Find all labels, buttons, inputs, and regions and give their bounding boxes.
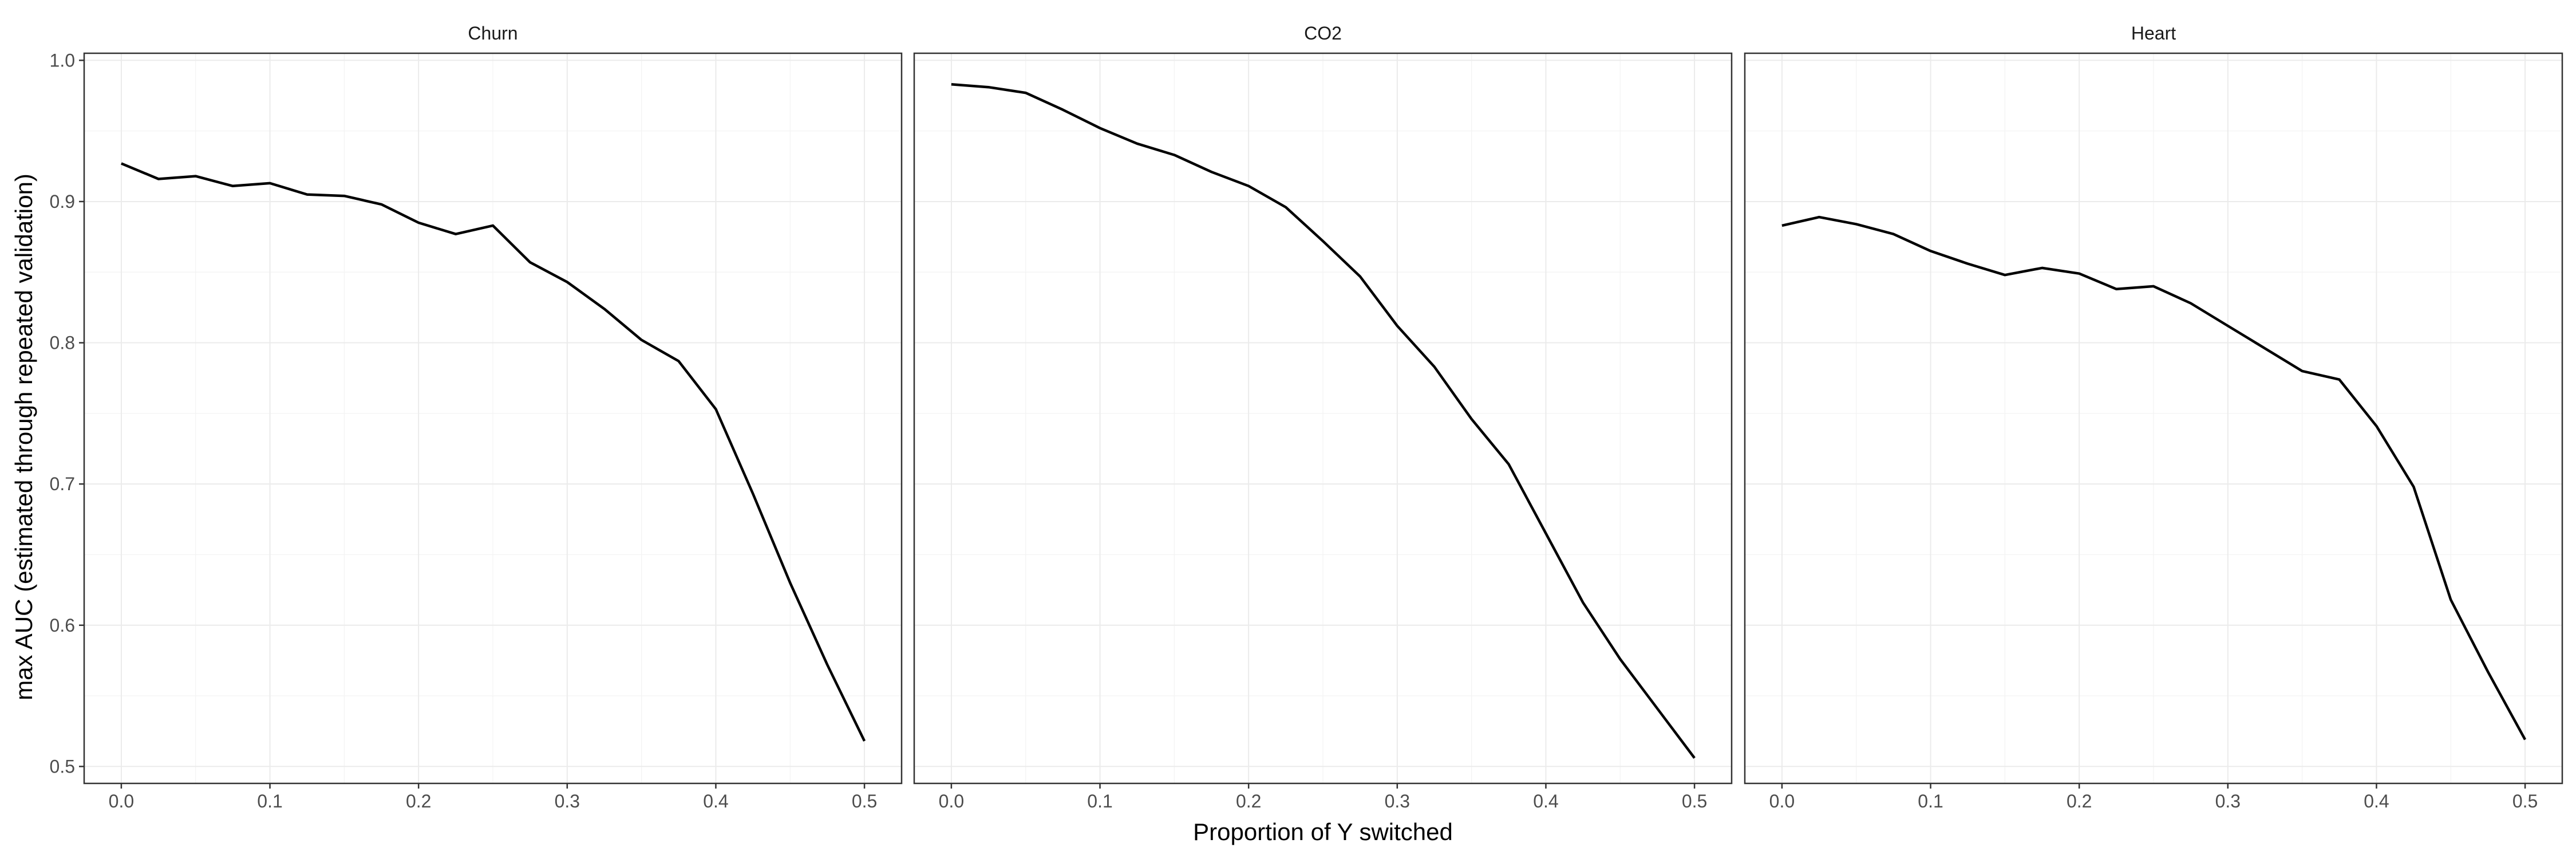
x-axis-title: Proportion of Y switched bbox=[1193, 818, 1453, 845]
x-tick-label: 0.2 bbox=[1236, 791, 1261, 811]
panel-heart: Heart 0.0 0.1 0.2 0.3 0.4 0.5 bbox=[1744, 23, 2563, 811]
x-tick-label: 0.4 bbox=[2364, 791, 2389, 811]
x-tick-label: 0.1 bbox=[257, 791, 282, 811]
panel-border bbox=[83, 52, 903, 785]
x-tick-label: 0.1 bbox=[1918, 791, 1943, 811]
panel-churn: Churn 0.0 0.1 0.2 0.3 0.4 0.5 0.5 0.6 0.7 0.8 0.9 1.… bbox=[50, 23, 903, 811]
panel-border bbox=[1744, 52, 2563, 785]
panel-co2: CO2 0.0 0.1 0.2 0.3 0.4 0.5 bbox=[913, 23, 1733, 811]
series-line-heart bbox=[1781, 215, 2527, 740]
y-tick-label: 0.7 bbox=[50, 474, 75, 494]
x-tick-label: 0.2 bbox=[2067, 791, 2092, 811]
y-axis-title: max AUC (estimated through repeated vali… bbox=[10, 174, 37, 700]
series-line-co2 bbox=[951, 83, 1696, 759]
panels: Churn 0.0 0.1 0.2 0.3 0.4 0.5 0.5 0.6 0.7 0.8 0.9 1.… bbox=[50, 23, 2563, 811]
x-tick-label: 0.0 bbox=[109, 791, 134, 811]
x-tick-label: 0.3 bbox=[2215, 791, 2241, 811]
x-tick-label: 0.0 bbox=[939, 791, 964, 811]
x-tick-label: 0.5 bbox=[1682, 791, 1707, 811]
y-tick-label: 1.0 bbox=[50, 50, 75, 70]
x-tick-label: 0.5 bbox=[2512, 791, 2538, 811]
series-line-churn bbox=[121, 162, 866, 742]
y-tick-label: 0.6 bbox=[50, 615, 75, 636]
x-tick-label: 0.4 bbox=[703, 791, 728, 811]
x-tick-label: 0.0 bbox=[1769, 791, 1795, 811]
y-tick-label: 0.5 bbox=[50, 756, 75, 777]
x-tick-label: 0.2 bbox=[406, 791, 431, 811]
x-tick-label: 0.3 bbox=[555, 791, 580, 811]
panel-title: Churn bbox=[468, 23, 517, 44]
x-tick-label: 0.4 bbox=[1533, 791, 1558, 811]
panel-title: CO2 bbox=[1304, 23, 1342, 44]
y-tick-label: 0.9 bbox=[50, 191, 75, 212]
y-tick-label: 0.8 bbox=[50, 333, 75, 353]
x-tick-label: 0.5 bbox=[852, 791, 877, 811]
panel-title: Heart bbox=[2131, 23, 2176, 44]
x-tick-label: 0.3 bbox=[1385, 791, 1410, 811]
x-tick-label: 0.1 bbox=[1087, 791, 1112, 811]
panel-border bbox=[913, 52, 1733, 785]
